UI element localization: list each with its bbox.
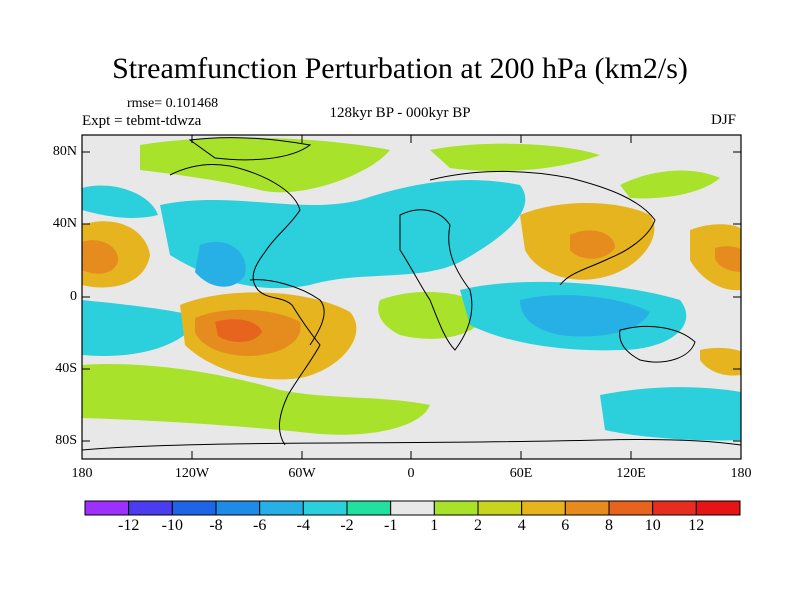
x-tick-label: 180 [71,466,93,481]
colorbar-label: 4 [517,517,526,534]
x-ticks [191,135,632,459]
colorbar-box [215,500,261,516]
x-tick-label: 0 [407,466,415,481]
coastlines [82,137,741,451]
colorbar-box [695,500,741,516]
y-tick-label: 0 [70,289,77,304]
colorbar-label: -4 [296,517,310,534]
rmse-label: rmse= 0.101468 [127,96,219,111]
neg-atlantic [160,180,526,289]
y-tick-label: 80S [55,433,77,448]
x-tick-label: 60E [509,466,533,481]
y-tick-label: 80N [52,144,77,159]
colorbar-box [564,500,610,516]
colorbar-box [346,500,392,516]
colorbar-label: 8 [605,517,613,534]
colorbar-label: 2 [474,517,482,534]
coast-americas [169,164,321,446]
pos-south-atlantic [378,291,490,339]
y-tick-label: 40N [52,216,77,231]
pos-west-pacific-core [715,246,741,272]
colorbar-label: 1 [430,517,439,534]
colorbar-box [84,500,130,516]
coast-eurasia [429,170,656,286]
neg-indian-ocean [520,295,650,337]
pos-southern-ocean [82,364,430,435]
colorbar-box [259,500,304,516]
coast-arctic-islands [188,137,312,161]
coast-africa [399,209,473,351]
colorbar-label: -8 [209,517,223,534]
pos-north-pacific-core [82,240,119,274]
comparison-label: 128kyr BP - 000kyr BP [329,105,471,121]
colorbar-label: -12 [118,517,140,534]
pos-south-america-core [215,319,262,342]
coast-australia [619,325,696,363]
colorbar-label: 12 [688,517,705,534]
plot-title: Streamfunction Perturbation at 200 hPa (… [112,52,688,85]
neg-southern-ocean-east [600,387,741,441]
pos-arctic-canada [140,137,390,193]
colorbar-box [608,500,654,516]
neg-atlantic-core [195,241,246,287]
y-ticks [82,151,741,442]
x-tick-label: 120E [616,466,646,481]
season-label: DJF [711,112,737,128]
colorbar-box [521,500,566,516]
colorbar-label: -6 [253,517,267,534]
x-tick-label: 180 [730,466,752,481]
experiment-label: Expt = tebmt-tdwza [82,113,202,129]
colorbar-box [477,500,523,516]
colorbar [84,500,741,516]
colorbar-box [171,500,217,516]
x-tick-label: 60W [288,466,316,481]
x-tick-label: 120W [174,466,210,481]
colorbar-label: 6 [561,517,570,534]
pos-south-pacific-east [700,347,741,376]
colorbar-box [128,500,173,516]
colorbar-box [652,500,697,516]
colorbar-label: -10 [161,517,183,534]
colorbar-label: -2 [340,517,354,534]
neg-south-pacific [82,300,200,356]
coast-south-america-north [249,279,325,346]
pos-asia-core [570,230,615,259]
colorbar-box [302,500,348,516]
colorbar-box [390,500,435,516]
colorbar-box [433,500,479,516]
pos-north-pacific-west [620,170,720,199]
colorbar-label: -1 [384,517,398,534]
coast-antarctica [82,438,741,451]
contour-field [82,135,741,459]
pos-arctic-eurasia [430,143,600,172]
y-tick-label: 40S [55,361,77,376]
colorbar-label: 10 [644,517,661,534]
neg-north-pacific [82,185,158,218]
